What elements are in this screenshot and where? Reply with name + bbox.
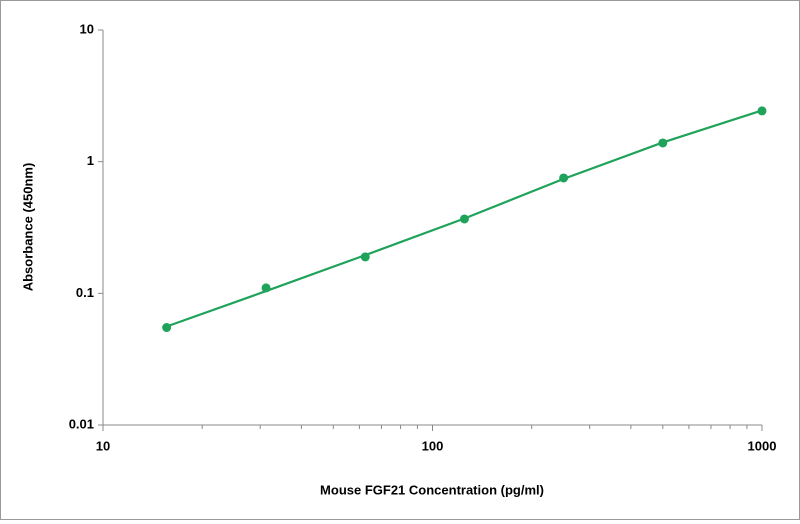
x-tick-label: 1000 [748,438,777,453]
x-tick-label: 100 [422,438,444,453]
x-axis-label: Mouse FGF21 Concentration (pg/ml) [320,482,544,497]
x-tick-label: 10 [96,438,110,453]
y-tick-label: 0.01 [69,416,94,431]
data-point [559,173,569,183]
y-tick-label: 0.1 [76,285,94,300]
data-point [162,323,172,333]
data-point [360,252,370,262]
y-tick-label: 1 [87,153,94,168]
data-point [459,214,469,224]
y-tick-label: 10 [80,21,94,36]
data-point [261,283,271,293]
data-point [658,138,668,148]
y-axis-label: Absorbance (450nm) [20,163,35,292]
data-point [757,106,767,116]
